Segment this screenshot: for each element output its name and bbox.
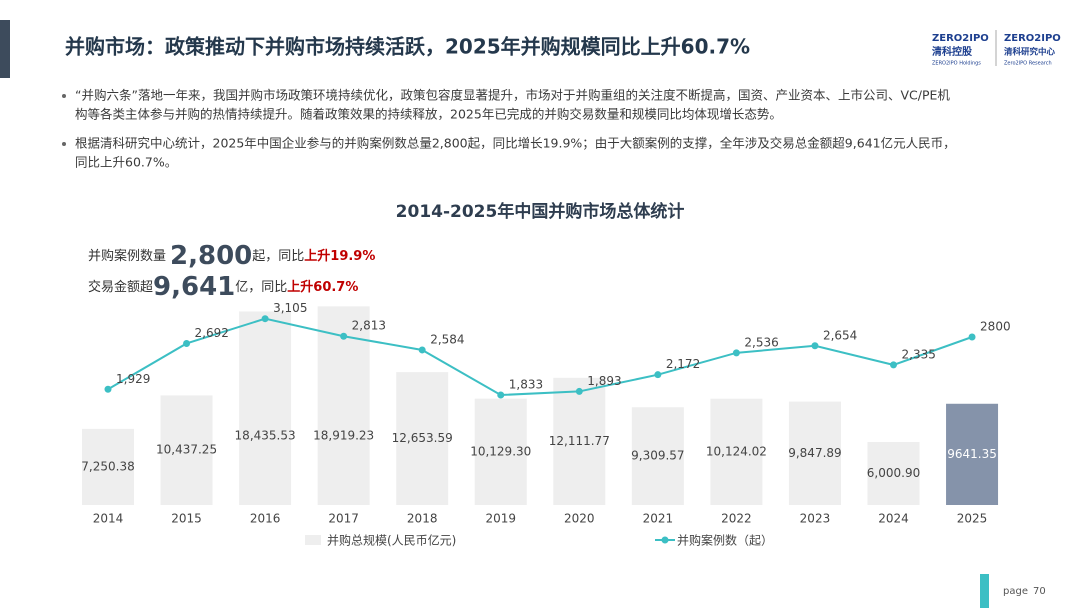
callout-highlight: 上升19.9% [304, 248, 375, 264]
logo-text: ZERO2IPO [932, 33, 989, 44]
line-value-label: 2,692 [195, 326, 229, 340]
line-point [654, 371, 662, 379]
logo-text: ZERO2IPO Holdings [932, 61, 981, 67]
bullet-dot [62, 94, 66, 98]
logo-text: 清科研究中心 [1004, 47, 1056, 58]
line-value-label: 2,172 [666, 357, 700, 371]
logo-holdings: ZERO2IPO 清科控股 ZERO2IPO Holdings [932, 33, 989, 67]
bar [788, 401, 841, 505]
bullets: “并购六条”落地一年来，我国并购市场政策环境持续优化，政策包容度显著提升，市场对… [62, 88, 956, 170]
legend-label: 并购案例数（起） [677, 533, 773, 548]
bar [631, 407, 684, 505]
line [107, 317, 973, 397]
line-value-label: 1,833 [509, 378, 543, 392]
bar [867, 441, 920, 505]
bar-value-label: 12,111.77 [549, 434, 610, 448]
bar-value-label: 9,847.89 [788, 446, 841, 460]
x-tick-label: 2015 [171, 512, 202, 526]
line-point [575, 387, 583, 395]
legend-swatch [305, 535, 321, 545]
x-tick-label: 2023 [800, 512, 831, 526]
header-accent [0, 20, 10, 78]
bar [239, 311, 292, 505]
slide-title: 并购市场：政策推动下并购市场持续活跃，2025年并购规模同比上升60.7% [65, 35, 750, 59]
line-point [104, 385, 112, 393]
plot: 2014 2015 2016 2017 2018 2019 2020 2021 2022 2023… [81, 301, 1010, 547]
logo-text: ZERO2IPO [1004, 33, 1061, 44]
bar [946, 403, 999, 505]
callout: 并购案例数量 2,800起，同比上升19.9% [88, 241, 375, 271]
bar-value-label: 9641.35 [947, 447, 997, 461]
callout: 交易金额超9,641亿，同比上升60.7% [88, 272, 358, 302]
line-value-label: 1,929 [116, 372, 150, 386]
line-value-label: 2800 [980, 320, 1011, 334]
bullet-dot [62, 142, 66, 146]
bar-value-label: 10,124.02 [706, 444, 767, 458]
x-tick-label: 2016 [250, 512, 281, 526]
bar-value-label: 6,000.90 [867, 466, 920, 480]
x-tick-label: 2022 [721, 512, 752, 526]
bar [82, 428, 134, 505]
callout-text: 交易金额超 [88, 279, 153, 295]
line-point [732, 349, 740, 357]
x-tick-label: 2021 [643, 512, 674, 526]
bullet-text: 根据清科研究中心统计，2025年中国企业参与的并购案例数总量2,800起，同比增… [75, 136, 956, 151]
legend-label: 并购总规模(人民币亿元) [327, 533, 456, 548]
callout-number: 2,800 [170, 241, 252, 271]
bar-value-label: 9,309.57 [631, 449, 684, 463]
line-point [968, 333, 976, 341]
line-point [890, 361, 897, 369]
x-tick-label: 2019 [485, 512, 516, 526]
callout-number: 9,641 [153, 272, 235, 302]
page-label: page [1003, 586, 1028, 597]
bar-value-label: 18,435.53 [235, 429, 296, 443]
page-number: 70 [1033, 586, 1046, 597]
line-value-label: 2,813 [352, 319, 386, 333]
logo-text: 清科控股 [932, 45, 973, 58]
logo-research: ZERO2IPO 清科研究中心 Zero2IPO Research [1004, 33, 1061, 67]
x-tick-label: 2024 [878, 512, 909, 526]
line-point [261, 315, 269, 323]
line-value-label: 2,335 [902, 347, 936, 361]
bar [160, 395, 213, 505]
bar-value-label: 10,437.25 [156, 443, 217, 457]
bullet-text: “并购六条”落地一年来，我国并购市场政策环境持续优化，政策包容度显著提升，市场对… [75, 88, 950, 103]
line-value-label: 1,893 [587, 374, 621, 388]
x-tick-label: 2018 [407, 512, 438, 526]
line-point [497, 391, 505, 399]
line-value-label: 2,584 [430, 332, 464, 346]
bullet-text: 构等各类主体参与并购的热情持续提升。随着政策效果的持续释放，2025年已完成的并… [75, 107, 782, 122]
callout-text: 起，同比 [252, 249, 304, 264]
bullet-text: 同比上升60.7%。 [75, 155, 177, 170]
line-value-label: 2,654 [823, 328, 857, 342]
line-point [811, 342, 819, 350]
x-tick-label: 2025 [957, 512, 988, 526]
line-value-label: 3,105 [273, 301, 307, 315]
bar-value-label: 7,250.38 [81, 459, 134, 473]
chart-title: 2014-2025年中国并购市场总体统计 [396, 201, 685, 222]
bar [553, 377, 606, 505]
bar-value-label: 10,129.30 [470, 444, 531, 458]
x-tick-label: 2014 [93, 512, 124, 526]
bar [474, 398, 527, 505]
bar [396, 372, 449, 505]
line-point [183, 339, 191, 347]
callout-text: 亿，同比 [235, 280, 287, 295]
line-value-label: 2,536 [744, 335, 778, 349]
line-point [418, 346, 426, 354]
callout-text: 并购案例数量 [88, 248, 166, 264]
bar-value-label: 18,919.23 [313, 429, 374, 443]
callout-highlight: 上升60.7% [287, 279, 358, 295]
line-point [340, 332, 348, 340]
footer-accent [980, 574, 989, 608]
bar-value-label: 12,653.59 [392, 431, 453, 445]
x-tick-label: 2020 [564, 512, 595, 526]
legend-swatch [661, 536, 669, 544]
bar [710, 398, 763, 505]
x-tick-label: 2017 [328, 512, 359, 526]
logo-text: Zero2IPO Research [1004, 61, 1052, 67]
